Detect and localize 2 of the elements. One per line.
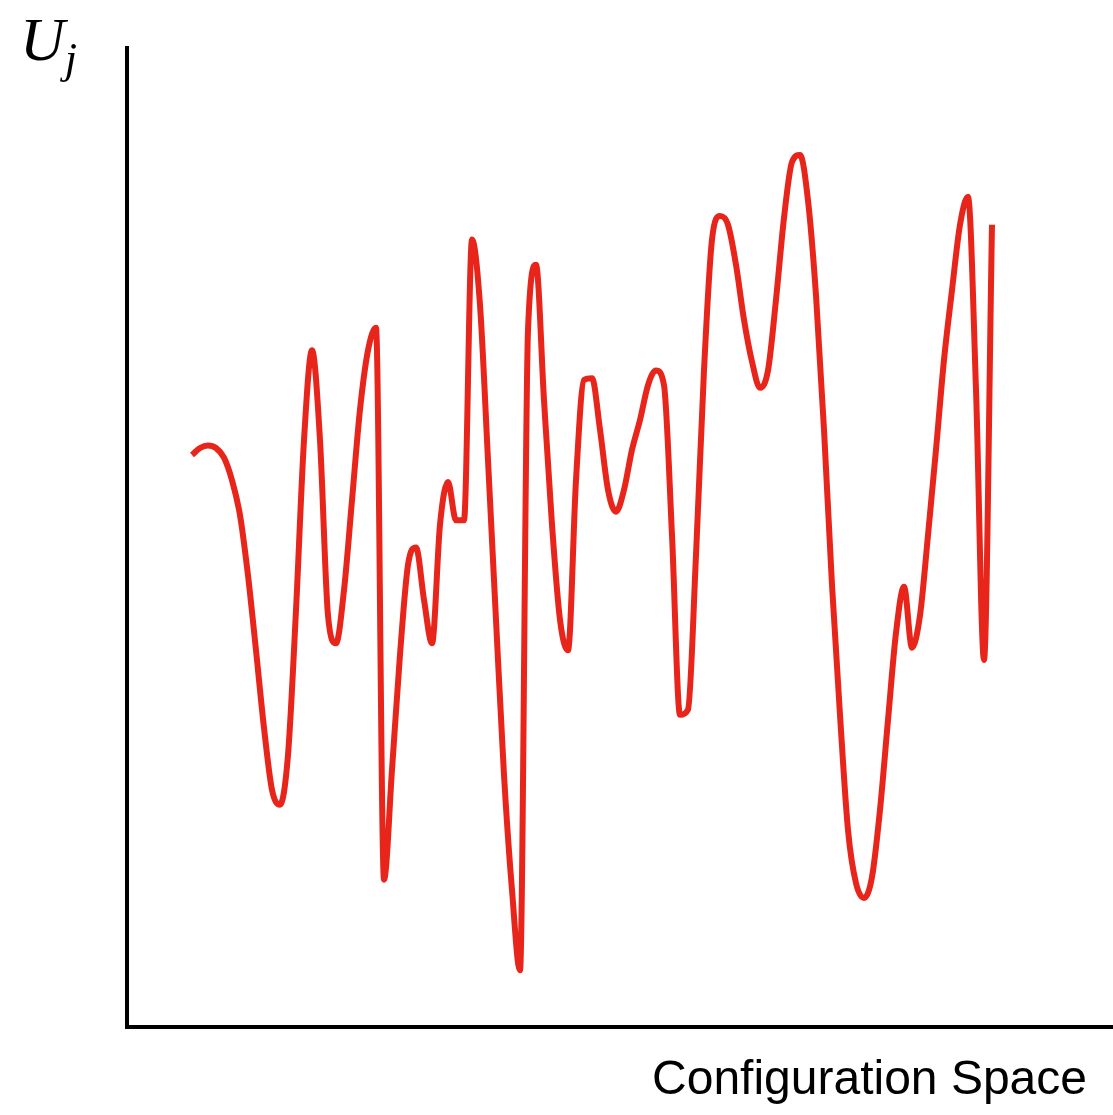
x-axis-title: Configuration Space: [652, 1051, 1087, 1105]
y-axis-title: U$_{j}$: [20, 5, 78, 84]
